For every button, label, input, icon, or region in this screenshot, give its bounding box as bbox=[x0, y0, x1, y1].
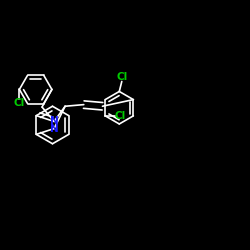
Text: Cl: Cl bbox=[114, 111, 125, 121]
Text: Cl: Cl bbox=[14, 98, 25, 108]
Text: Cl: Cl bbox=[116, 72, 128, 83]
Text: N: N bbox=[50, 124, 58, 134]
Text: N: N bbox=[50, 116, 58, 126]
